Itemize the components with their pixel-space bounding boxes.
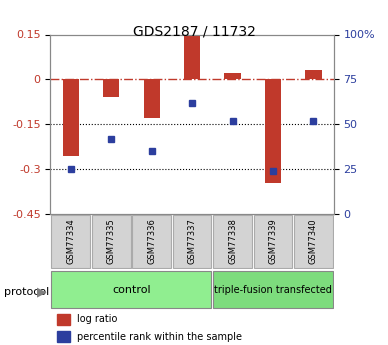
FancyBboxPatch shape [294,215,333,268]
Text: GSM77336: GSM77336 [147,219,156,264]
FancyBboxPatch shape [213,271,333,308]
Text: triple-fusion transfected: triple-fusion transfected [214,285,332,295]
Text: GSM77337: GSM77337 [187,219,197,264]
FancyBboxPatch shape [254,215,293,268]
Text: ▶: ▶ [37,285,47,298]
FancyBboxPatch shape [213,215,252,268]
FancyBboxPatch shape [51,215,90,268]
Bar [144,79,160,118]
Text: GDS2187 / 11732: GDS2187 / 11732 [133,24,255,38]
Text: protocol: protocol [4,287,49,296]
FancyBboxPatch shape [132,215,171,268]
Bar [265,79,281,183]
Bar [57,314,70,325]
Text: control: control [112,285,151,295]
Text: GSM77340: GSM77340 [309,219,318,264]
Text: GSM77335: GSM77335 [107,219,116,264]
Text: log ratio: log ratio [77,315,117,324]
FancyBboxPatch shape [173,215,211,268]
FancyBboxPatch shape [51,271,211,308]
Text: percentile rank within the sample: percentile rank within the sample [77,332,242,342]
Text: GSM77339: GSM77339 [268,219,277,264]
Bar [103,79,119,97]
Bar [305,70,322,79]
Text: GSM77338: GSM77338 [228,219,237,264]
Bar [62,79,79,156]
Text: GSM77334: GSM77334 [66,219,75,264]
Bar [57,331,70,342]
Bar [184,36,200,79]
Bar [224,73,241,79]
FancyBboxPatch shape [92,215,130,268]
